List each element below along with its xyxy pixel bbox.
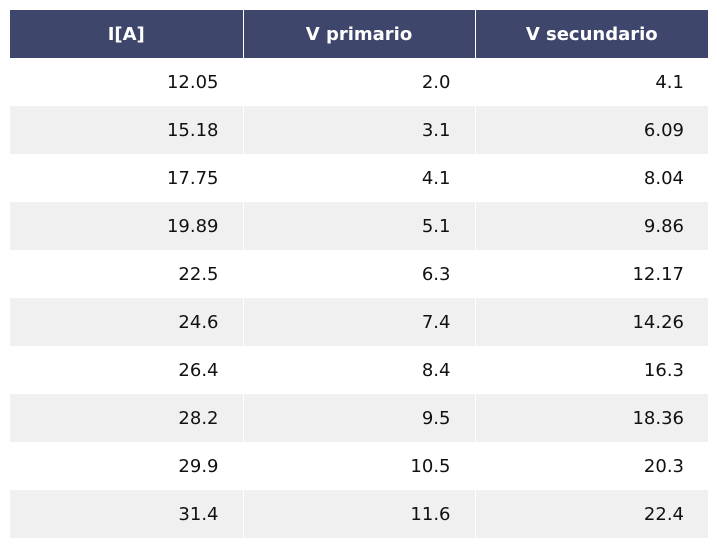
header-row: I[A] V primario V secundario: [10, 10, 708, 58]
table-row: 26.4 8.4 16.3: [10, 346, 708, 394]
table-cell: 10.5: [243, 442, 476, 490]
table-cell: 31.4: [10, 490, 244, 538]
table-cell: 14.26: [475, 298, 708, 346]
column-header-v-primary: V primario: [243, 10, 476, 58]
table-cell: 4.1: [243, 154, 476, 202]
table-cell: 8.4: [243, 346, 476, 394]
table-cell: 6.09: [475, 106, 708, 154]
table-cell: 18.36: [475, 394, 708, 442]
table-cell: 26.4: [10, 346, 244, 394]
column-header-current: I[A]: [10, 10, 244, 58]
table-cell: 3.1: [243, 106, 476, 154]
table-row: 22.5 6.3 12.17: [10, 250, 708, 298]
table-header: I[A] V primario V secundario: [10, 10, 708, 58]
table-cell: 17.75: [10, 154, 244, 202]
table-cell: 9.86: [475, 202, 708, 250]
table-row: 28.2 9.5 18.36: [10, 394, 708, 442]
table-cell: 16.3: [475, 346, 708, 394]
table-cell: 2.0: [243, 58, 476, 106]
table-cell: 12.05: [10, 58, 244, 106]
table-row: 24.6 7.4 14.26: [10, 298, 708, 346]
table-cell: 28.2: [10, 394, 244, 442]
table-body: 12.05 2.0 4.1 15.18 3.1 6.09 17.75 4.1 8.04 19.89…: [10, 58, 708, 538]
data-table: I[A] V primario V secundario 12.05 2.0 4.1…: [10, 10, 708, 538]
data-table-container: I[A] V primario V secundario 12.05 2.0 4.1…: [10, 10, 708, 538]
table-row: 19.89 5.1 9.86: [10, 202, 708, 250]
table-cell: 12.17: [475, 250, 708, 298]
table-cell: 4.1: [475, 58, 708, 106]
table-cell: 22.4: [475, 490, 708, 538]
table-cell: 5.1: [243, 202, 476, 250]
table-cell: 19.89: [10, 202, 244, 250]
table-cell: 20.3: [475, 442, 708, 490]
table-cell: 29.9: [10, 442, 244, 490]
table-row: 17.75 4.1 8.04: [10, 154, 708, 202]
table-row: 29.9 10.5 20.3: [10, 442, 708, 490]
table-cell: 8.04: [475, 154, 708, 202]
table-cell: 24.6: [10, 298, 244, 346]
table-cell: 15.18: [10, 106, 244, 154]
table-cell: 22.5: [10, 250, 244, 298]
table-row: 31.4 11.6 22.4: [10, 490, 708, 538]
table-cell: 11.6: [243, 490, 476, 538]
column-header-v-secondary: V secundario: [475, 10, 708, 58]
table-cell: 9.5: [243, 394, 476, 442]
table-cell: 6.3: [243, 250, 476, 298]
table-row: 12.05 2.0 4.1: [10, 58, 708, 106]
table-cell: 7.4: [243, 298, 476, 346]
table-row: 15.18 3.1 6.09: [10, 106, 708, 154]
